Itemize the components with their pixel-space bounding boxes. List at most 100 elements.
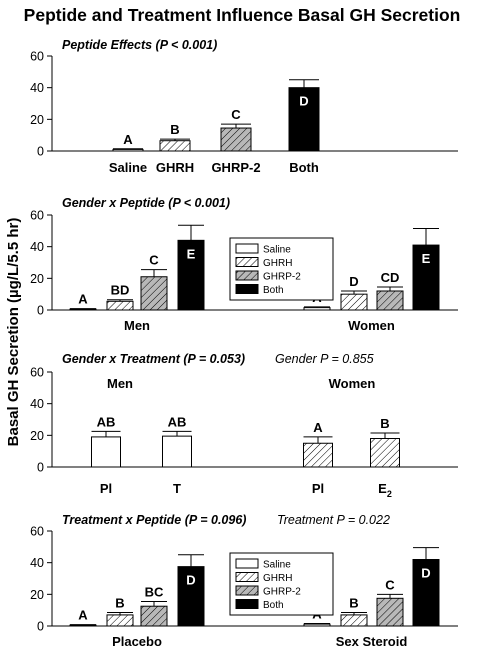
category-label: E2 (378, 481, 392, 499)
header-label: Men (107, 376, 133, 391)
panel-title: Gender x Peptide (P < 0.001) (62, 196, 230, 210)
significance-letter: B (380, 416, 389, 431)
significance-letter: AB (168, 414, 187, 429)
header-label: Women (329, 376, 376, 391)
bar-saline-sex-steroid (303, 623, 331, 627)
category-label: Saline (109, 160, 147, 175)
significance-letter: A (78, 608, 88, 623)
legend-swatch-ghrh (235, 257, 259, 267)
y-tick-label: 0 (37, 461, 44, 475)
significance-letter: D (421, 566, 430, 581)
legend: Saline GHRH GHRP-2 Both (229, 237, 334, 301)
bar-ghrp-2-men (140, 276, 168, 311)
legend-swatch-both (235, 284, 259, 294)
figure-title: Peptide and Treatment Influence Basal GH… (24, 5, 461, 25)
bar-ghrh-men (106, 300, 134, 311)
bar-saline-placebo (69, 624, 97, 627)
bar-pl (303, 442, 333, 468)
legend-swatch-ghrp-2 (235, 270, 259, 281)
significance-letter: C (385, 577, 395, 592)
legend-swatch-both (235, 599, 259, 609)
category-label: Both (289, 160, 319, 175)
panel-treatment-x-peptide: Treatment x Peptide (P = 0.096) Treatment… (30, 513, 458, 649)
bar-saline-women (303, 307, 331, 311)
significance-letter: D (186, 573, 195, 588)
legend-label: GHRP-2 (263, 587, 301, 598)
legend-label: Both (263, 285, 284, 296)
bar-ghrh-women (340, 293, 368, 311)
significance-letter: A (123, 132, 133, 147)
panel-subtitle: Gender P = 0.855 (275, 352, 374, 366)
significance-letter: BD (111, 283, 130, 298)
group-label: Sex Steroid (336, 634, 408, 649)
significance-letter: CD (381, 270, 400, 285)
bar-saline (112, 148, 144, 152)
significance-letter: E (187, 246, 196, 261)
legend-label: GHRH (263, 573, 292, 584)
legend-swatch-saline (235, 243, 259, 254)
group-label: Women (348, 318, 395, 333)
y-tick-label: 60 (30, 209, 44, 223)
panel-subtitle: Treatment P = 0.022 (277, 513, 390, 527)
significance-letter: E (422, 251, 431, 266)
y-tick-label: 0 (37, 145, 44, 159)
legend: Saline GHRH GHRP-2 Both (229, 552, 334, 616)
bar-ghrp-2-placebo (140, 605, 168, 627)
group-label: Placebo (112, 634, 162, 649)
y-tick-label: 0 (37, 304, 44, 318)
significance-letter: A (313, 420, 323, 435)
bar-ghrh-sex-steroid (340, 614, 368, 627)
category-label: T (173, 481, 181, 496)
panel-gender-x-treatment: Gender x Treatment (P = 0.053) Gender P =… (30, 352, 458, 499)
category-label: Pl (312, 481, 324, 496)
legend-swatch-saline (235, 558, 259, 569)
bar-both-sex-steroid (412, 559, 440, 627)
panel-title: Gender x Treatment (P = 0.053) (62, 352, 245, 366)
y-tick-label: 60 (30, 525, 44, 539)
y-tick-label: 20 (30, 588, 44, 602)
significance-letter: B (115, 596, 124, 611)
panel-title: Treatment x Peptide (P = 0.096) (62, 513, 246, 527)
category-label: GHRH (156, 160, 194, 175)
significance-letter: D (299, 94, 308, 109)
y-tick-label: 40 (30, 240, 44, 254)
y-tick-label: 20 (30, 113, 44, 127)
y-tick-label: 40 (30, 397, 44, 411)
shared-y-axis-label: Basal GH Secretion (µg/L/5.5 hr) (5, 218, 22, 447)
panel-title: Peptide Effects (P < 0.001) (62, 38, 217, 52)
significance-letter: AB (97, 414, 116, 429)
bar-e2 (370, 438, 400, 468)
bar-ghrp-2-women (376, 290, 404, 311)
panel-gender-x-peptide: Gender x Peptide (P < 0.001) 0 20 40 60 A BD C E… (30, 196, 458, 333)
y-tick-label: 60 (30, 50, 44, 64)
legend-label: GHRH (263, 258, 292, 269)
y-tick-label: 20 (30, 429, 44, 443)
significance-letter: C (149, 253, 159, 268)
significance-letter: BC (145, 584, 164, 599)
y-tick-label: 0 (37, 620, 44, 634)
y-tick-label: 40 (30, 81, 44, 95)
legend-label: Both (263, 600, 284, 611)
y-tick-label: 60 (30, 366, 44, 380)
category-label: Pl (100, 481, 112, 496)
significance-letter: C (231, 107, 241, 122)
y-tick-label: 20 (30, 272, 44, 286)
significance-letter: B (349, 596, 358, 611)
legend-label: Saline (263, 245, 291, 256)
legend-label: GHRP-2 (263, 272, 301, 283)
bar-ghrh-placebo (106, 614, 134, 627)
group-label: Men (124, 318, 150, 333)
y-tick-label: 40 (30, 556, 44, 570)
bar-both-women (412, 244, 440, 311)
bar-both-placebo (177, 566, 205, 627)
bar-both (288, 87, 320, 152)
legend-label: Saline (263, 560, 291, 571)
significance-letter: D (349, 274, 358, 289)
panel-peptide-effects: Peptide Effects (P < 0.001) 0 20 40 60 A B C D Sa… (30, 38, 458, 175)
legend-swatch-ghrh (235, 572, 259, 582)
bar-saline-men (69, 308, 97, 311)
bar-ghrh (159, 140, 191, 152)
bar-t (162, 435, 192, 468)
bar-pl (91, 436, 121, 468)
